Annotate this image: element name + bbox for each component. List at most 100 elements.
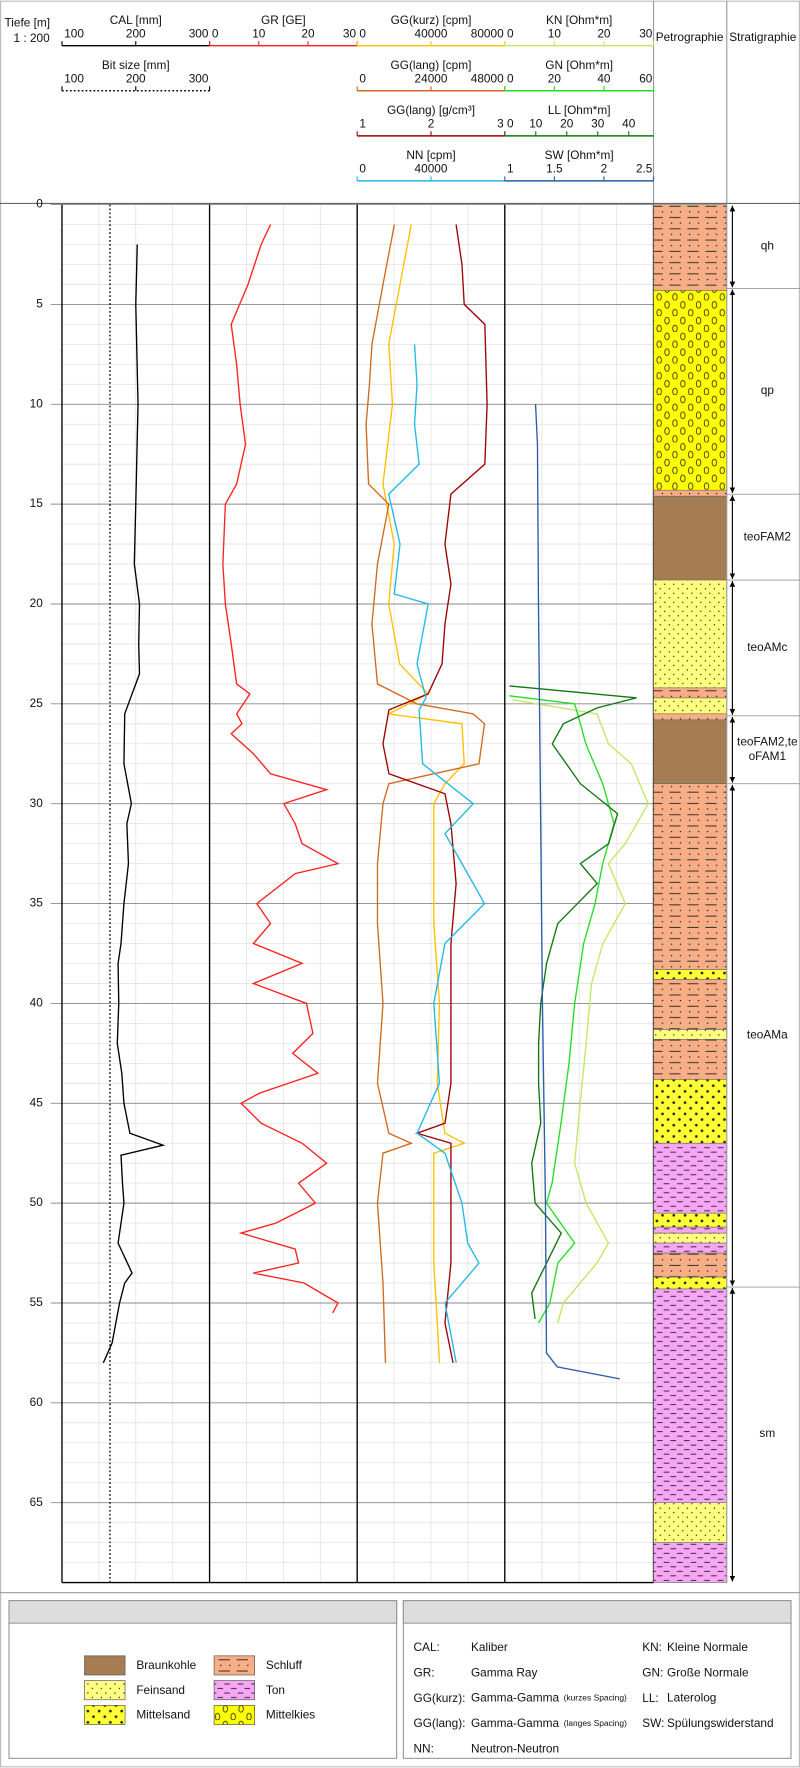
log-curve — [382, 224, 466, 1363]
scale-title: GR [GE] — [261, 13, 306, 27]
scale-tick-label: 40000 — [415, 162, 448, 176]
lithology-layer — [653, 579, 728, 689]
lithology-layer — [653, 1502, 728, 1543]
scale-tick-label: 100 — [64, 72, 84, 86]
strat-label: qp — [760, 383, 774, 398]
abbrev-text: Gamma Ray — [471, 1665, 537, 1679]
strat-label: teoAMa — [746, 1028, 788, 1042]
lithology-layer — [653, 1079, 728, 1144]
abbrev-text: Gamma-Gamma (kurzes Spacing) — [471, 1691, 627, 1705]
legend-swatch — [213, 1705, 255, 1725]
scale-tick-label: 1 — [359, 117, 366, 131]
y-tick-label: 0 — [36, 197, 43, 211]
y-tick-label: 45 — [30, 1095, 44, 1109]
scale-title: LL [Ohm*m] — [548, 103, 611, 117]
lithology-layer — [653, 1252, 728, 1278]
log-curve — [534, 404, 620, 1380]
y-tick-label: 35 — [30, 896, 44, 910]
legend-label: Braunkohle — [136, 1658, 196, 1672]
log-curve — [512, 699, 649, 1324]
abbrev-text: Kaliber — [471, 1640, 508, 1654]
legend-label: Schluff — [266, 1658, 303, 1672]
lithology-layer — [653, 979, 728, 1030]
log-curve — [509, 685, 637, 1320]
strat-label: sm — [759, 1427, 776, 1441]
scale-tick-label: 2 — [428, 117, 435, 131]
scale-tick-label: 300 — [189, 27, 209, 41]
lithology-layer — [653, 1226, 728, 1234]
lithology-layer — [653, 1212, 728, 1228]
lithology-layer — [653, 489, 728, 497]
abbrev-note: (langes Spacing) — [564, 1718, 628, 1728]
scale-title: Bit size [mm] — [102, 58, 170, 72]
scale-tick-label: 200 — [126, 27, 146, 41]
strat-label: qh — [760, 239, 774, 253]
legend-label: Feinsand — [136, 1683, 185, 1697]
scale-tick-label: 1 — [507, 162, 514, 176]
abbrev-code: GG(kurz): — [414, 1691, 466, 1705]
abbrev-desc: Gamma Ray — [471, 1665, 537, 1679]
legend-label: Mittelkies — [266, 1708, 315, 1722]
legend-header — [8, 1600, 398, 1624]
y-tick-label: 20 — [30, 596, 44, 610]
abbrev-code: NN: — [414, 1741, 434, 1755]
scale-tick-label: 0 — [359, 72, 366, 86]
lithology-layer — [653, 1029, 728, 1040]
y-tick-label: 40 — [30, 996, 44, 1010]
scale-title: CAL [mm] — [110, 13, 162, 27]
strat-label-box: teoFAM2,teoFAM1 — [737, 735, 798, 763]
legend-swatch — [213, 1655, 255, 1676]
strat-label-box: sm — [759, 1427, 776, 1441]
abbrev-code: GR: — [414, 1665, 435, 1679]
lithology-layer — [653, 1039, 728, 1080]
lithology-layer — [653, 1232, 728, 1244]
scale-tick-label: 40000 — [415, 27, 448, 41]
strat-label: teoAMc — [747, 640, 788, 655]
scale-tick-label: 10 — [548, 27, 562, 41]
scale-tick-label: 20 — [597, 27, 611, 41]
scale-tick-label: 0 — [359, 162, 366, 176]
scale-tick-label: 2.5 — [636, 162, 653, 176]
scale-tick-label: 100 — [64, 27, 84, 41]
abbrev-text: Kleine Normale — [667, 1640, 748, 1654]
abbrev-note: (kurzes Spacing) — [564, 1693, 627, 1703]
abbrev-code: GG(lang): — [414, 1716, 466, 1730]
lithology-layer — [653, 1288, 728, 1503]
scale-title: GG(lang) [g/cm³] — [387, 103, 475, 117]
scale-tick-label: 1.5 — [546, 162, 563, 176]
scale-tick-label: 30 — [591, 117, 605, 131]
strat-label: teoFAM2 — [743, 529, 792, 544]
lithology-layer — [653, 1242, 728, 1254]
lithology-layer — [653, 713, 728, 721]
y-tick-label: 55 — [30, 1295, 44, 1309]
scale-title: GN [Ohm*m] — [545, 58, 613, 72]
scale-tick-label: 30 — [639, 27, 653, 41]
abbrev-desc: Gamma-Gamma — [471, 1716, 559, 1730]
abbrev-box — [402, 1600, 792, 1759]
lithology-layer — [653, 719, 728, 785]
scale-tick-label: 0 — [507, 117, 514, 131]
abbrev-text: Spülungswiderstand — [667, 1716, 774, 1730]
log-curve — [365, 224, 486, 1363]
scale-tick-label: 0 — [507, 27, 514, 41]
legend-label: Ton — [266, 1683, 285, 1697]
abbrev-desc: Laterolog — [667, 1691, 716, 1705]
y-tick-label: 15 — [30, 496, 44, 510]
scale-title: GG(lang) [cpm] — [391, 58, 472, 72]
abbrev-text: Gamma-Gamma (langes Spacing) — [471, 1716, 627, 1730]
scale-tick-label: 20 — [548, 72, 562, 86]
strat-label-box: qp — [760, 383, 774, 398]
abbrev-code: SW: — [642, 1716, 664, 1730]
scale-tick-label: 60 — [639, 72, 653, 86]
scale-tick-label: 80000 — [471, 27, 504, 41]
scale-tick-label: 48000 — [471, 72, 504, 86]
y-tick-label: 30 — [30, 796, 44, 810]
abbrev-desc: Neutron-Neutron — [471, 1741, 559, 1755]
lithology-layer — [653, 687, 728, 699]
abbrev-desc: Große Normale — [667, 1665, 749, 1679]
strat-label-box: teoAMa — [746, 1028, 788, 1042]
stratigraphy-label: Stratigraphie — [729, 30, 796, 44]
scale-tick-label: 30 — [343, 27, 357, 41]
